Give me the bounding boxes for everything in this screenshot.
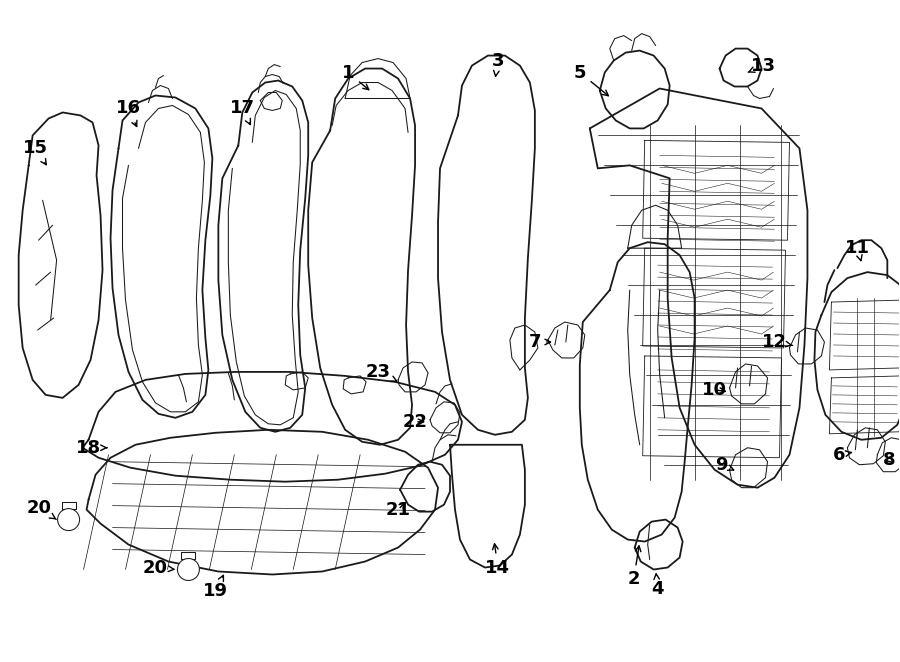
Text: 3: 3 xyxy=(491,52,504,76)
Polygon shape xyxy=(814,272,900,440)
Polygon shape xyxy=(548,322,585,358)
Polygon shape xyxy=(61,502,76,508)
Polygon shape xyxy=(643,248,786,348)
Text: 23: 23 xyxy=(365,363,397,381)
Text: 2: 2 xyxy=(627,546,641,589)
Text: 13: 13 xyxy=(748,56,776,75)
Polygon shape xyxy=(260,93,283,111)
Text: 22: 22 xyxy=(402,413,428,431)
Polygon shape xyxy=(720,48,761,87)
Text: 14: 14 xyxy=(485,544,510,577)
Circle shape xyxy=(177,559,200,581)
Text: 12: 12 xyxy=(762,333,793,351)
Text: 16: 16 xyxy=(116,99,141,126)
Polygon shape xyxy=(510,325,538,370)
Polygon shape xyxy=(580,242,695,542)
Polygon shape xyxy=(19,113,103,398)
Polygon shape xyxy=(343,376,366,394)
Text: 8: 8 xyxy=(883,451,896,469)
Polygon shape xyxy=(730,364,768,404)
Polygon shape xyxy=(590,89,807,488)
Polygon shape xyxy=(848,428,886,465)
Polygon shape xyxy=(308,69,415,445)
Text: 21: 21 xyxy=(385,500,410,518)
Polygon shape xyxy=(398,362,428,392)
Text: 10: 10 xyxy=(702,381,727,399)
Text: 19: 19 xyxy=(202,575,228,600)
Text: 15: 15 xyxy=(23,140,48,165)
Text: 6: 6 xyxy=(833,446,851,464)
Polygon shape xyxy=(599,50,670,128)
Polygon shape xyxy=(346,58,410,99)
Polygon shape xyxy=(450,445,525,567)
Text: 18: 18 xyxy=(76,439,107,457)
Polygon shape xyxy=(111,95,212,418)
Polygon shape xyxy=(830,376,900,434)
Polygon shape xyxy=(400,461,450,512)
Polygon shape xyxy=(83,372,462,482)
Polygon shape xyxy=(789,328,824,364)
Text: 9: 9 xyxy=(716,455,733,474)
Text: 5: 5 xyxy=(573,64,608,96)
Text: 17: 17 xyxy=(230,99,255,124)
Text: 7: 7 xyxy=(528,333,551,351)
Polygon shape xyxy=(430,402,460,433)
Text: 20: 20 xyxy=(26,498,56,520)
Text: 11: 11 xyxy=(845,239,870,261)
Polygon shape xyxy=(438,56,535,435)
Polygon shape xyxy=(182,551,195,559)
Polygon shape xyxy=(643,356,781,457)
Polygon shape xyxy=(219,81,308,432)
Text: 4: 4 xyxy=(652,574,664,598)
Polygon shape xyxy=(730,448,768,488)
Polygon shape xyxy=(877,438,900,472)
Polygon shape xyxy=(643,140,789,240)
Circle shape xyxy=(58,508,79,530)
Text: 20: 20 xyxy=(143,559,174,577)
Polygon shape xyxy=(86,430,438,575)
Polygon shape xyxy=(285,372,308,390)
Polygon shape xyxy=(634,520,682,569)
Text: 1: 1 xyxy=(342,64,369,90)
Polygon shape xyxy=(830,300,900,370)
Polygon shape xyxy=(627,205,681,248)
